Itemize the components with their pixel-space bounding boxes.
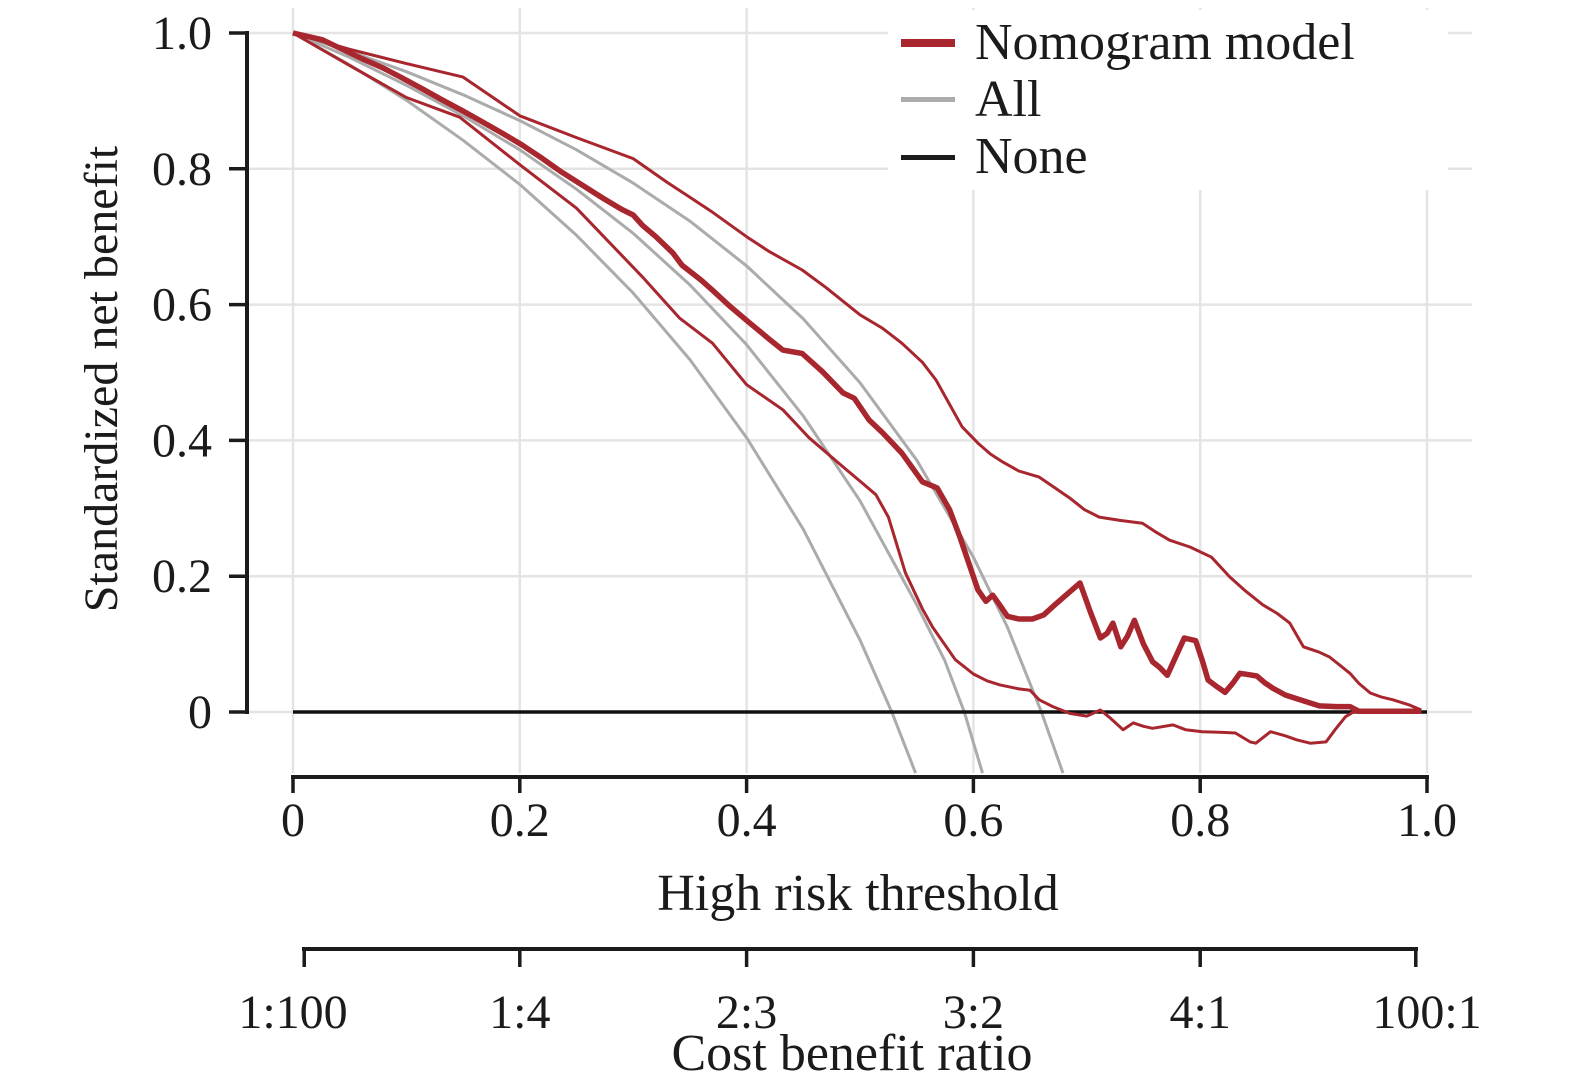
series-nomogram-model-upper-ci xyxy=(292,31,1422,712)
y-tick-label: 0 xyxy=(188,686,212,739)
x-tick-label: 0.6 xyxy=(943,794,1003,847)
x-tick-label: 1.0 xyxy=(1397,794,1457,847)
legend-label-none: None xyxy=(975,128,1088,186)
series-all xyxy=(292,31,984,774)
legend-label-all: All xyxy=(975,70,1042,128)
legend-item-nomogram-model: Nomogram model xyxy=(888,14,1448,71)
x-tick-label: 0.8 xyxy=(1170,794,1230,847)
none-line-icon xyxy=(901,154,955,160)
x-tick-label: 0.4 xyxy=(717,794,777,847)
cost-benefit-tick-label: 1:100 xyxy=(238,986,347,1039)
cost-benefit-tick-label: 2:3 xyxy=(716,986,777,1039)
axes-layer xyxy=(229,31,1429,967)
cost-benefit-tick-label: 1:4 xyxy=(489,986,550,1039)
y-tick-label: 1.0 xyxy=(152,7,212,60)
cost-benefit-tick-label: 4:1 xyxy=(1170,986,1231,1039)
legend-item-none: None xyxy=(888,129,1448,186)
y-tick-label: 0.4 xyxy=(152,414,212,467)
cost-benefit-tick-label: 3:2 xyxy=(943,986,1004,1039)
series-all-lower-ci xyxy=(292,31,917,774)
legend-label-nomogram-model: Nomogram model xyxy=(975,13,1355,71)
legend-item-all: All xyxy=(888,71,1448,128)
legend: Nomogram model All None xyxy=(888,10,1448,190)
series-all-upper-ci xyxy=(292,31,1065,774)
series-nomogram-model xyxy=(292,30,1422,715)
y-tick-label: 0.6 xyxy=(152,279,212,332)
series-layer xyxy=(292,30,1427,774)
series-nomogram-model-lower-ci xyxy=(292,31,1422,745)
x-axis-title: High risk threshold xyxy=(657,865,1059,922)
cost-benefit-axis-title: Cost benefit ratio xyxy=(671,1025,1032,1082)
y-tick-label: 0.8 xyxy=(152,143,212,196)
x-tick-label: 0.2 xyxy=(490,794,550,847)
nomogram-line-icon xyxy=(901,38,955,47)
tick-labels-layer: 1.0 0.8 0.6 0.4 0.2 0 0 0.2 0.4 0.6 0.8 1.0 1:100 1:4… xyxy=(152,7,1482,1039)
y-axis-title: Standardized net benefit xyxy=(75,145,128,612)
cost-benefit-tick-label: 100:1 xyxy=(1372,986,1481,1039)
y-tick-label: 0.2 xyxy=(152,550,212,603)
all-line-icon xyxy=(901,97,955,103)
x-tick-label: 0 xyxy=(281,794,305,847)
